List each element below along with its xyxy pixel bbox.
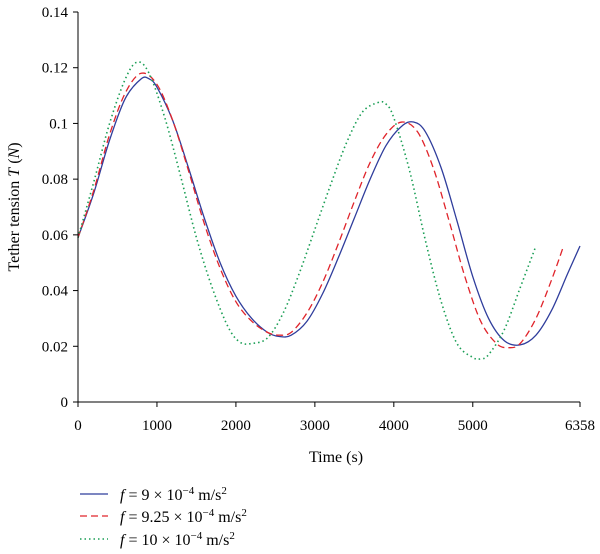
y-tick-label: 0.06: [42, 228, 69, 244]
x-tick-label: 6358: [565, 418, 595, 434]
y-axis-title: Tether tension T (N): [6, 142, 23, 271]
y-tick-label: 0.12: [42, 61, 68, 77]
legend: f = 9 × 10−4 m/s2 f = 9.25 × 10−4 m/s2 f…: [80, 485, 247, 549]
y-tick-label: 0.04: [42, 284, 69, 300]
plot-lines: [77, 61, 581, 361]
y-tick-label: 0.02: [42, 339, 68, 355]
y-tick-label: 0.08: [42, 172, 68, 188]
legend-label-series-3: f = 10 × 10−4 m/s2: [120, 530, 235, 549]
x-tick-label: 0: [74, 418, 82, 434]
x-tick-label: 4000: [379, 418, 409, 434]
x-tick-label: 5000: [458, 418, 488, 434]
x-axis-title: Time (s): [309, 449, 363, 466]
x-axis-ticks: 0 1000 2000 3000 4000 5000 6358: [74, 402, 595, 434]
y-tick-label: 0.1: [49, 116, 68, 132]
y-axis-ticks: 0 0.02 0.04 0.06 0.08 0.1 0.12 0.14: [42, 5, 78, 411]
y-tick-label: 0: [61, 395, 69, 411]
series-line-2: [77, 72, 565, 349]
x-tick-label: 3000: [300, 418, 330, 434]
legend-label-series-2: f = 9.25 × 10−4 m/s2: [120, 507, 247, 526]
x-tick-label: 1000: [142, 418, 172, 434]
x-tick-label: 2000: [221, 418, 251, 434]
legend-label-series-1: f = 9 × 10−4 m/s2: [120, 485, 227, 504]
series-line-1: [77, 76, 581, 346]
series-line-3: [77, 61, 537, 361]
y-tick-label: 0.14: [42, 5, 69, 21]
legend-entry-series-1: f = 9 × 10−4 m/s2: [80, 485, 227, 504]
legend-entry-series-3: f = 10 × 10−4 m/s2: [80, 530, 235, 549]
legend-entry-series-2: f = 9.25 × 10−4 m/s2: [80, 507, 247, 526]
